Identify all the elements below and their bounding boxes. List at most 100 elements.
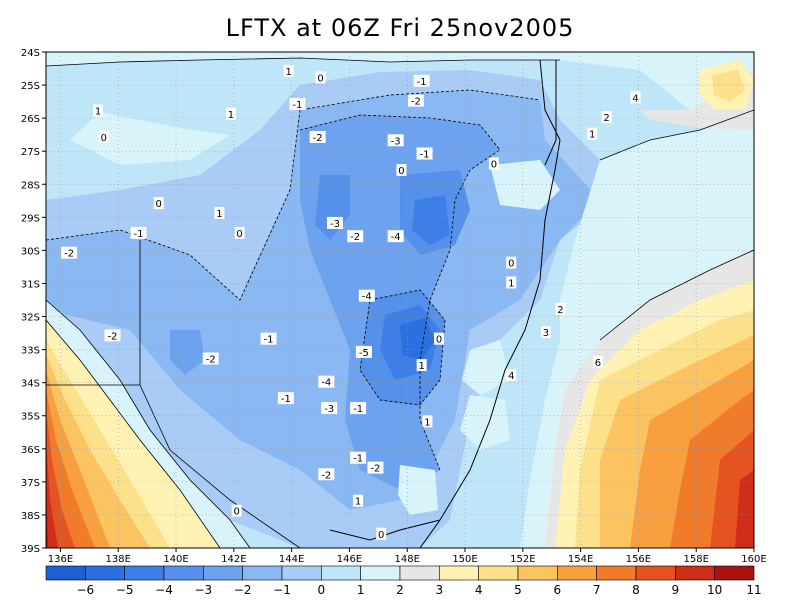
contour-label: -1: [260, 332, 277, 346]
contour-label-text: -1: [264, 335, 274, 346]
y-tick-label: 27S: [21, 147, 40, 158]
contour-label: -3: [387, 134, 404, 147]
contour-label: 1: [506, 276, 517, 289]
colorbar-swatch: [242, 565, 283, 581]
contour-label: -1: [289, 97, 306, 111]
contour-label: -2: [104, 329, 121, 342]
colorbar-label: 7: [593, 583, 601, 597]
contour-label-bg: [387, 230, 404, 243]
contour-label: -5: [355, 345, 372, 359]
contour-label-text: 0: [317, 73, 323, 84]
contour-label-bg: [387, 134, 404, 147]
contour-label: -2: [61, 246, 78, 260]
contour-label-text: 6: [595, 358, 601, 369]
contour-lines: [46, 57, 754, 548]
contour-label-text: 0: [398, 166, 404, 177]
contour-label-bg: [434, 332, 445, 345]
contour-label: -4: [318, 375, 335, 389]
contour-label-text: -2: [206, 355, 216, 366]
x-tick-label: 142E: [221, 554, 246, 565]
contour-label: 1: [283, 64, 294, 78]
x-tick-label: 148E: [395, 554, 420, 565]
contour-label-text: -2: [350, 232, 360, 243]
contour-label-bg: [601, 111, 612, 124]
contour-label-bg: [214, 207, 225, 220]
contour-label-bg: [283, 64, 294, 77]
y-tick-label: 39S: [21, 544, 40, 555]
contour-label-bg: [277, 392, 294, 405]
colorbar-label: 0: [318, 583, 326, 597]
contour-label: 0: [488, 157, 499, 170]
y-tick-label: 37S: [21, 478, 40, 489]
x-tick-label: 138E: [106, 554, 131, 565]
y-tick-label: 33S: [21, 346, 40, 357]
contour-label-text: 0: [236, 229, 242, 240]
x-tick-label: 140E: [163, 554, 188, 565]
contour-label-bg: [326, 216, 343, 229]
contour-label-text: -3: [324, 404, 334, 415]
contour-label-bg: [396, 164, 407, 177]
contour-label-text: -1: [292, 100, 302, 111]
contour-label-bg: [376, 527, 387, 540]
contour-label-bg: [506, 276, 517, 289]
x-tick-label: 158E: [684, 554, 709, 565]
contour-label: 1: [93, 104, 104, 118]
plot-frame: [45, 51, 755, 549]
contour-label-bg: [592, 355, 603, 368]
contour-label-bg: [231, 504, 242, 517]
contour-label-text: -5: [359, 348, 369, 359]
contour-label-text: -4: [321, 378, 331, 389]
contour-label-text: 1: [418, 361, 424, 372]
contour-label: 2: [601, 111, 612, 124]
contour-label-text: 1: [228, 110, 234, 121]
contour-label-text: -4: [391, 232, 401, 243]
contour-label: 0: [153, 197, 164, 210]
y-tick-label: 34S: [21, 379, 40, 390]
contour-label: 0: [234, 226, 245, 240]
contour-label: -2: [407, 94, 424, 108]
contour-label-text: -2: [411, 97, 421, 108]
contour-label-bg: [130, 226, 147, 239]
colorbar-label: 10: [707, 583, 722, 597]
colorbar-swatch: [399, 565, 440, 581]
contour-label: -1: [130, 226, 147, 240]
colorbar-swatch: [635, 565, 676, 581]
colorbar-label: −4: [155, 583, 173, 597]
contour-label-bg: [413, 74, 430, 87]
contour-label: -2: [367, 461, 384, 475]
colorbar-swatch: [321, 565, 361, 581]
colorbar-label: −6: [76, 583, 94, 597]
contour-label-text: -1: [420, 150, 430, 161]
contour-label-bg: [422, 415, 433, 428]
contour-label-bg: [506, 256, 517, 269]
contour-label-bg: [98, 130, 109, 143]
colorbar: −6 −5 −4 −3 −2 −1 0 1 2 3 4 5 6 7 8 9 10 11: [45, 565, 762, 597]
y-tick-label: 29S: [21, 213, 40, 224]
contour-label-text: 1: [424, 417, 430, 428]
contour-label-bg: [488, 157, 499, 170]
contour-label-text: 0: [234, 507, 240, 518]
y-axis-ticks: 24S 25S 26S 27S 28S 29S 30S 31S 32S 33S 34S 35S 36S 3…: [21, 48, 46, 555]
contour-label: -4: [358, 289, 375, 303]
contour-label-bg: [61, 246, 78, 259]
colorbar-label: −3: [194, 583, 212, 597]
colorbar-swatch: [675, 565, 715, 581]
contour-label: 0: [376, 527, 387, 541]
contour-label-text: 1: [355, 497, 361, 508]
x-axis-ticks: 136E 138E 140E 142E 144E 146E 148E 150E 152E 154E…: [48, 548, 767, 565]
contour-label: -3: [321, 402, 338, 415]
contour-label-bg: [350, 451, 367, 464]
contour-label-text: 2: [603, 113, 609, 124]
contour-label: 0: [98, 130, 109, 144]
y-tick-label: 24S: [21, 48, 40, 59]
y-tick-label: 32S: [21, 313, 40, 324]
contour-label: 1: [353, 494, 364, 508]
contour-label-bg: [407, 94, 424, 107]
x-tick-label: 152E: [510, 554, 535, 565]
contour-label-text: 2: [557, 305, 563, 316]
contour-label: 1: [416, 359, 427, 372]
x-tick-label: 156E: [626, 554, 651, 565]
contour-label: -1: [416, 147, 433, 161]
